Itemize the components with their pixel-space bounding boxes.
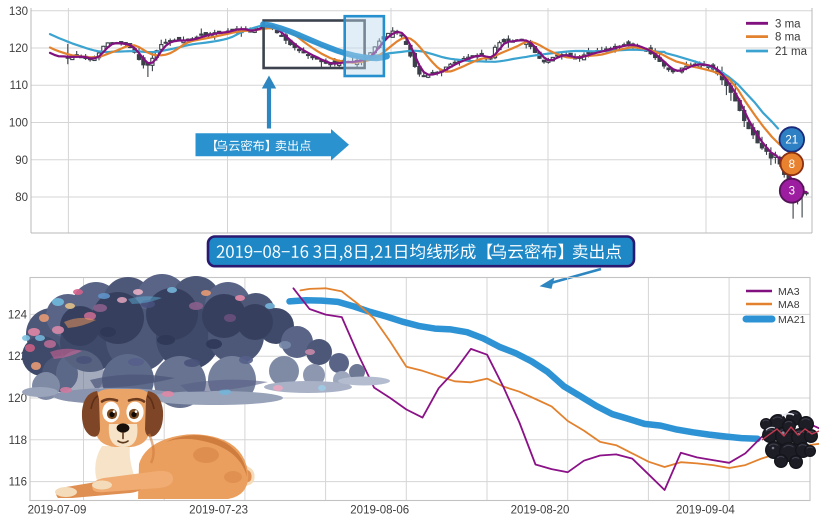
svg-text:110: 110 (10, 80, 28, 92)
svg-text:80: 80 (15, 192, 28, 204)
svg-text:2019-07-23: 2019-07-23 (189, 505, 248, 517)
svg-text:8 ma: 8 ma (775, 32, 801, 44)
svg-text:21: 21 (785, 135, 798, 147)
svg-text:MA21: MA21 (778, 314, 806, 326)
svg-text:118: 118 (9, 435, 27, 447)
svg-text:3 ma: 3 ma (775, 18, 801, 30)
svg-text:130: 130 (9, 6, 28, 18)
svg-text:120: 120 (8, 393, 27, 405)
svg-text:MA8: MA8 (778, 299, 800, 311)
svg-text:120: 120 (9, 43, 28, 55)
svg-text:2019-08-06: 2019-08-06 (350, 505, 409, 517)
svg-text:21 ma: 21 ma (775, 46, 808, 58)
svg-text:2019-08-20: 2019-08-20 (511, 505, 570, 517)
svg-text:8: 8 (789, 159, 795, 171)
svg-text:124: 124 (8, 309, 28, 321)
svg-text:116: 116 (9, 477, 27, 489)
svg-text:3: 3 (789, 186, 795, 198)
svg-text:90: 90 (15, 155, 28, 167)
svg-text:2019-07-09: 2019-07-09 (28, 505, 87, 517)
svg-text:2019-09-04: 2019-09-04 (676, 505, 735, 517)
svg-text:MA3: MA3 (778, 286, 800, 298)
svg-text:100: 100 (9, 118, 28, 130)
